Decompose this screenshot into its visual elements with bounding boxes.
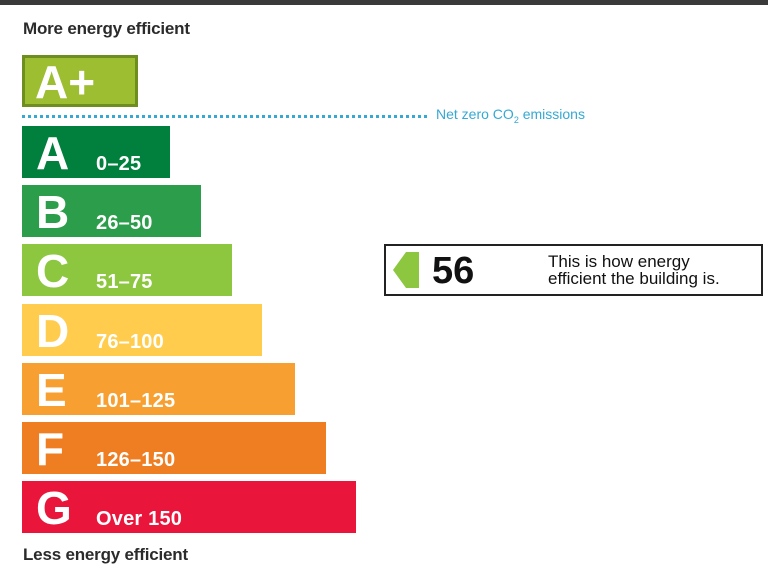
band-a: A 0–25 bbox=[22, 126, 170, 179]
band-b: B 26–50 bbox=[22, 185, 201, 238]
band-letter-a-plus: A+ bbox=[35, 56, 96, 108]
band-c: C 51–75 bbox=[22, 244, 232, 297]
band-letter-e: E bbox=[36, 364, 67, 416]
band-d: D 76–100 bbox=[22, 304, 262, 357]
rating-description-line-2: efficient the building is. bbox=[548, 269, 720, 288]
band-range-g: Over 150 bbox=[96, 508, 183, 530]
band-letter-c: C bbox=[36, 245, 70, 297]
band-range-d: 76–100 bbox=[96, 331, 164, 353]
band-a-plus: A+ bbox=[22, 55, 138, 108]
rating-indicator: 56 This is how energy efficient the buil… bbox=[384, 244, 763, 296]
band-f: F 126–150 bbox=[22, 422, 326, 475]
band-letter-b: B bbox=[36, 186, 70, 238]
band-range-e: 101–125 bbox=[96, 390, 176, 412]
top-rule bbox=[0, 0, 768, 5]
net-zero-dotted-line bbox=[22, 115, 427, 118]
band-range-a: 0–25 bbox=[96, 153, 142, 175]
net-zero-label: Net zero CO2 emissions bbox=[436, 106, 585, 125]
band-g: G Over 150 bbox=[22, 481, 356, 534]
band-letter-f: F bbox=[36, 423, 65, 475]
band-letter-g: G bbox=[36, 482, 72, 534]
rating-description: This is how energy efficient the buildin… bbox=[548, 253, 758, 287]
band-e: E 101–125 bbox=[22, 363, 295, 416]
band-range-b: 26–50 bbox=[96, 212, 153, 234]
rating-description-line-1: This is how energy bbox=[548, 252, 690, 271]
rating-value: 56 bbox=[432, 250, 475, 292]
band-letter-a: A bbox=[36, 127, 70, 179]
band-range-f: 126–150 bbox=[96, 449, 176, 471]
caption-less-efficient: Less energy efficient bbox=[23, 545, 188, 564]
caption-more-efficient: More energy efficient bbox=[23, 19, 190, 38]
band-range-c: 51–75 bbox=[96, 271, 153, 293]
band-letter-d: D bbox=[36, 305, 70, 357]
rating-arrow-icon bbox=[393, 252, 419, 288]
